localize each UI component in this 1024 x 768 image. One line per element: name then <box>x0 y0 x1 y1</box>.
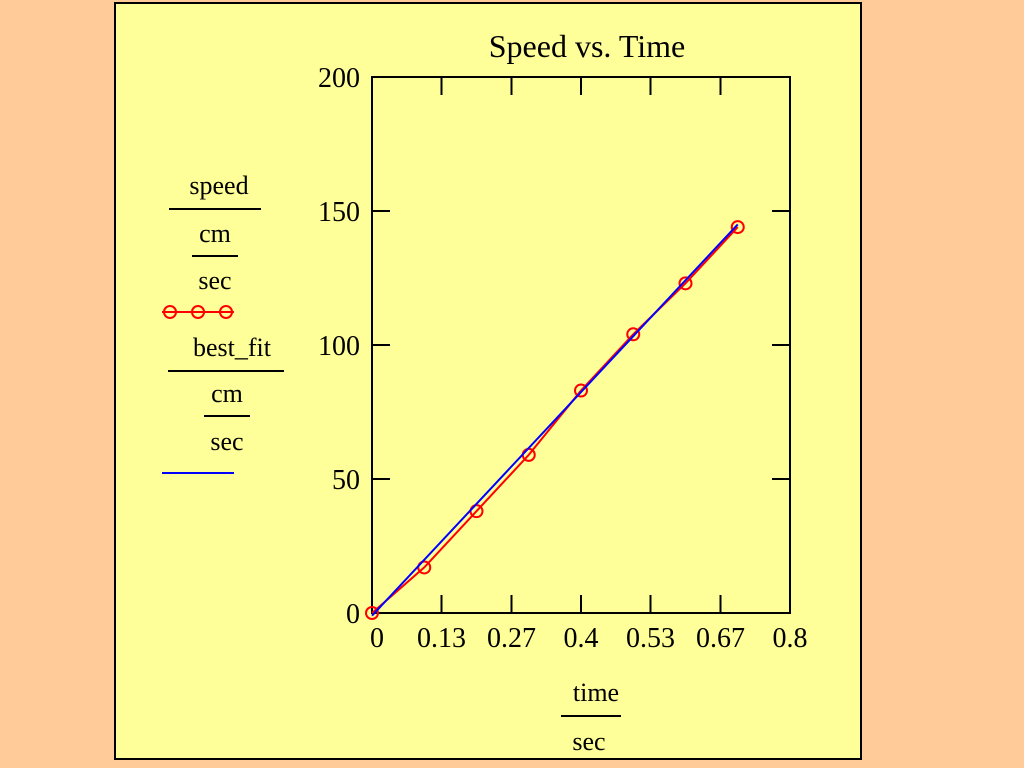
x-tick-label-3: 0.4 <box>564 623 599 654</box>
series-speed-line <box>371 226 739 614</box>
series-speed-point-7 <box>730 220 745 235</box>
x-tick-label-0: 0 <box>370 623 384 654</box>
chart-title: Speed vs. Time <box>489 28 685 64</box>
y-legend: speed cm sec best_fit cm sec <box>162 171 284 474</box>
y-label-best-fit-unit-bottom: sec <box>210 427 243 456</box>
x-tick-label-1: 0.13 <box>417 623 466 654</box>
y-label-best-fit-unit-top: cm <box>211 379 243 408</box>
speed-time-chart: Speed vs. Time 0 0.13 0.27 0.4 0.53 0.67 0.8 0 5… <box>162 28 808 756</box>
series-speed-point-4 <box>574 383 588 398</box>
legend-speed-swatch-marker-0 <box>163 305 177 319</box>
plot-frame <box>371 76 791 614</box>
x-tick-label-4: 0.53 <box>626 623 675 654</box>
x-tick-label-5: 0.67 <box>696 623 745 654</box>
series-speed-point-5 <box>626 327 641 342</box>
series-best-fit-line <box>371 223 739 617</box>
x-label-time: time <box>573 678 619 707</box>
series-speed-point-6 <box>678 276 693 291</box>
y-tick-label-0: 0 <box>346 599 360 630</box>
y-label-speed-unit-bottom: sec <box>198 266 231 295</box>
legend-speed-swatch-marker-1 <box>191 305 205 319</box>
series-speed-point-0 <box>365 606 379 620</box>
legend-speed-swatch <box>162 305 234 319</box>
y-tick-label-4: 200 <box>318 63 360 94</box>
plot-area: 0 0.13 0.27 0.4 0.53 0.67 0.8 0 50 100 150 200 <box>318 63 808 654</box>
y-label-speed: speed <box>189 171 248 200</box>
chart-panel: Speed vs. Time 0 0.13 0.27 0.4 0.53 0.67 0.8 0 5… <box>114 2 862 760</box>
x-label-sec: sec <box>572 727 605 756</box>
y-label-best-fit: best_fit <box>193 333 272 362</box>
x-label: time sec <box>561 678 621 756</box>
x-tick-label-6: 0.8 <box>773 623 808 654</box>
x-tick-label-2: 0.27 <box>487 623 536 654</box>
y-label-speed-unit-top: cm <box>199 219 231 248</box>
y-tick-label-1: 50 <box>332 465 360 496</box>
legend-speed-swatch-marker-2 <box>219 305 233 319</box>
y-tick-label-2: 100 <box>318 331 360 362</box>
y-tick-label-3: 150 <box>318 197 360 228</box>
